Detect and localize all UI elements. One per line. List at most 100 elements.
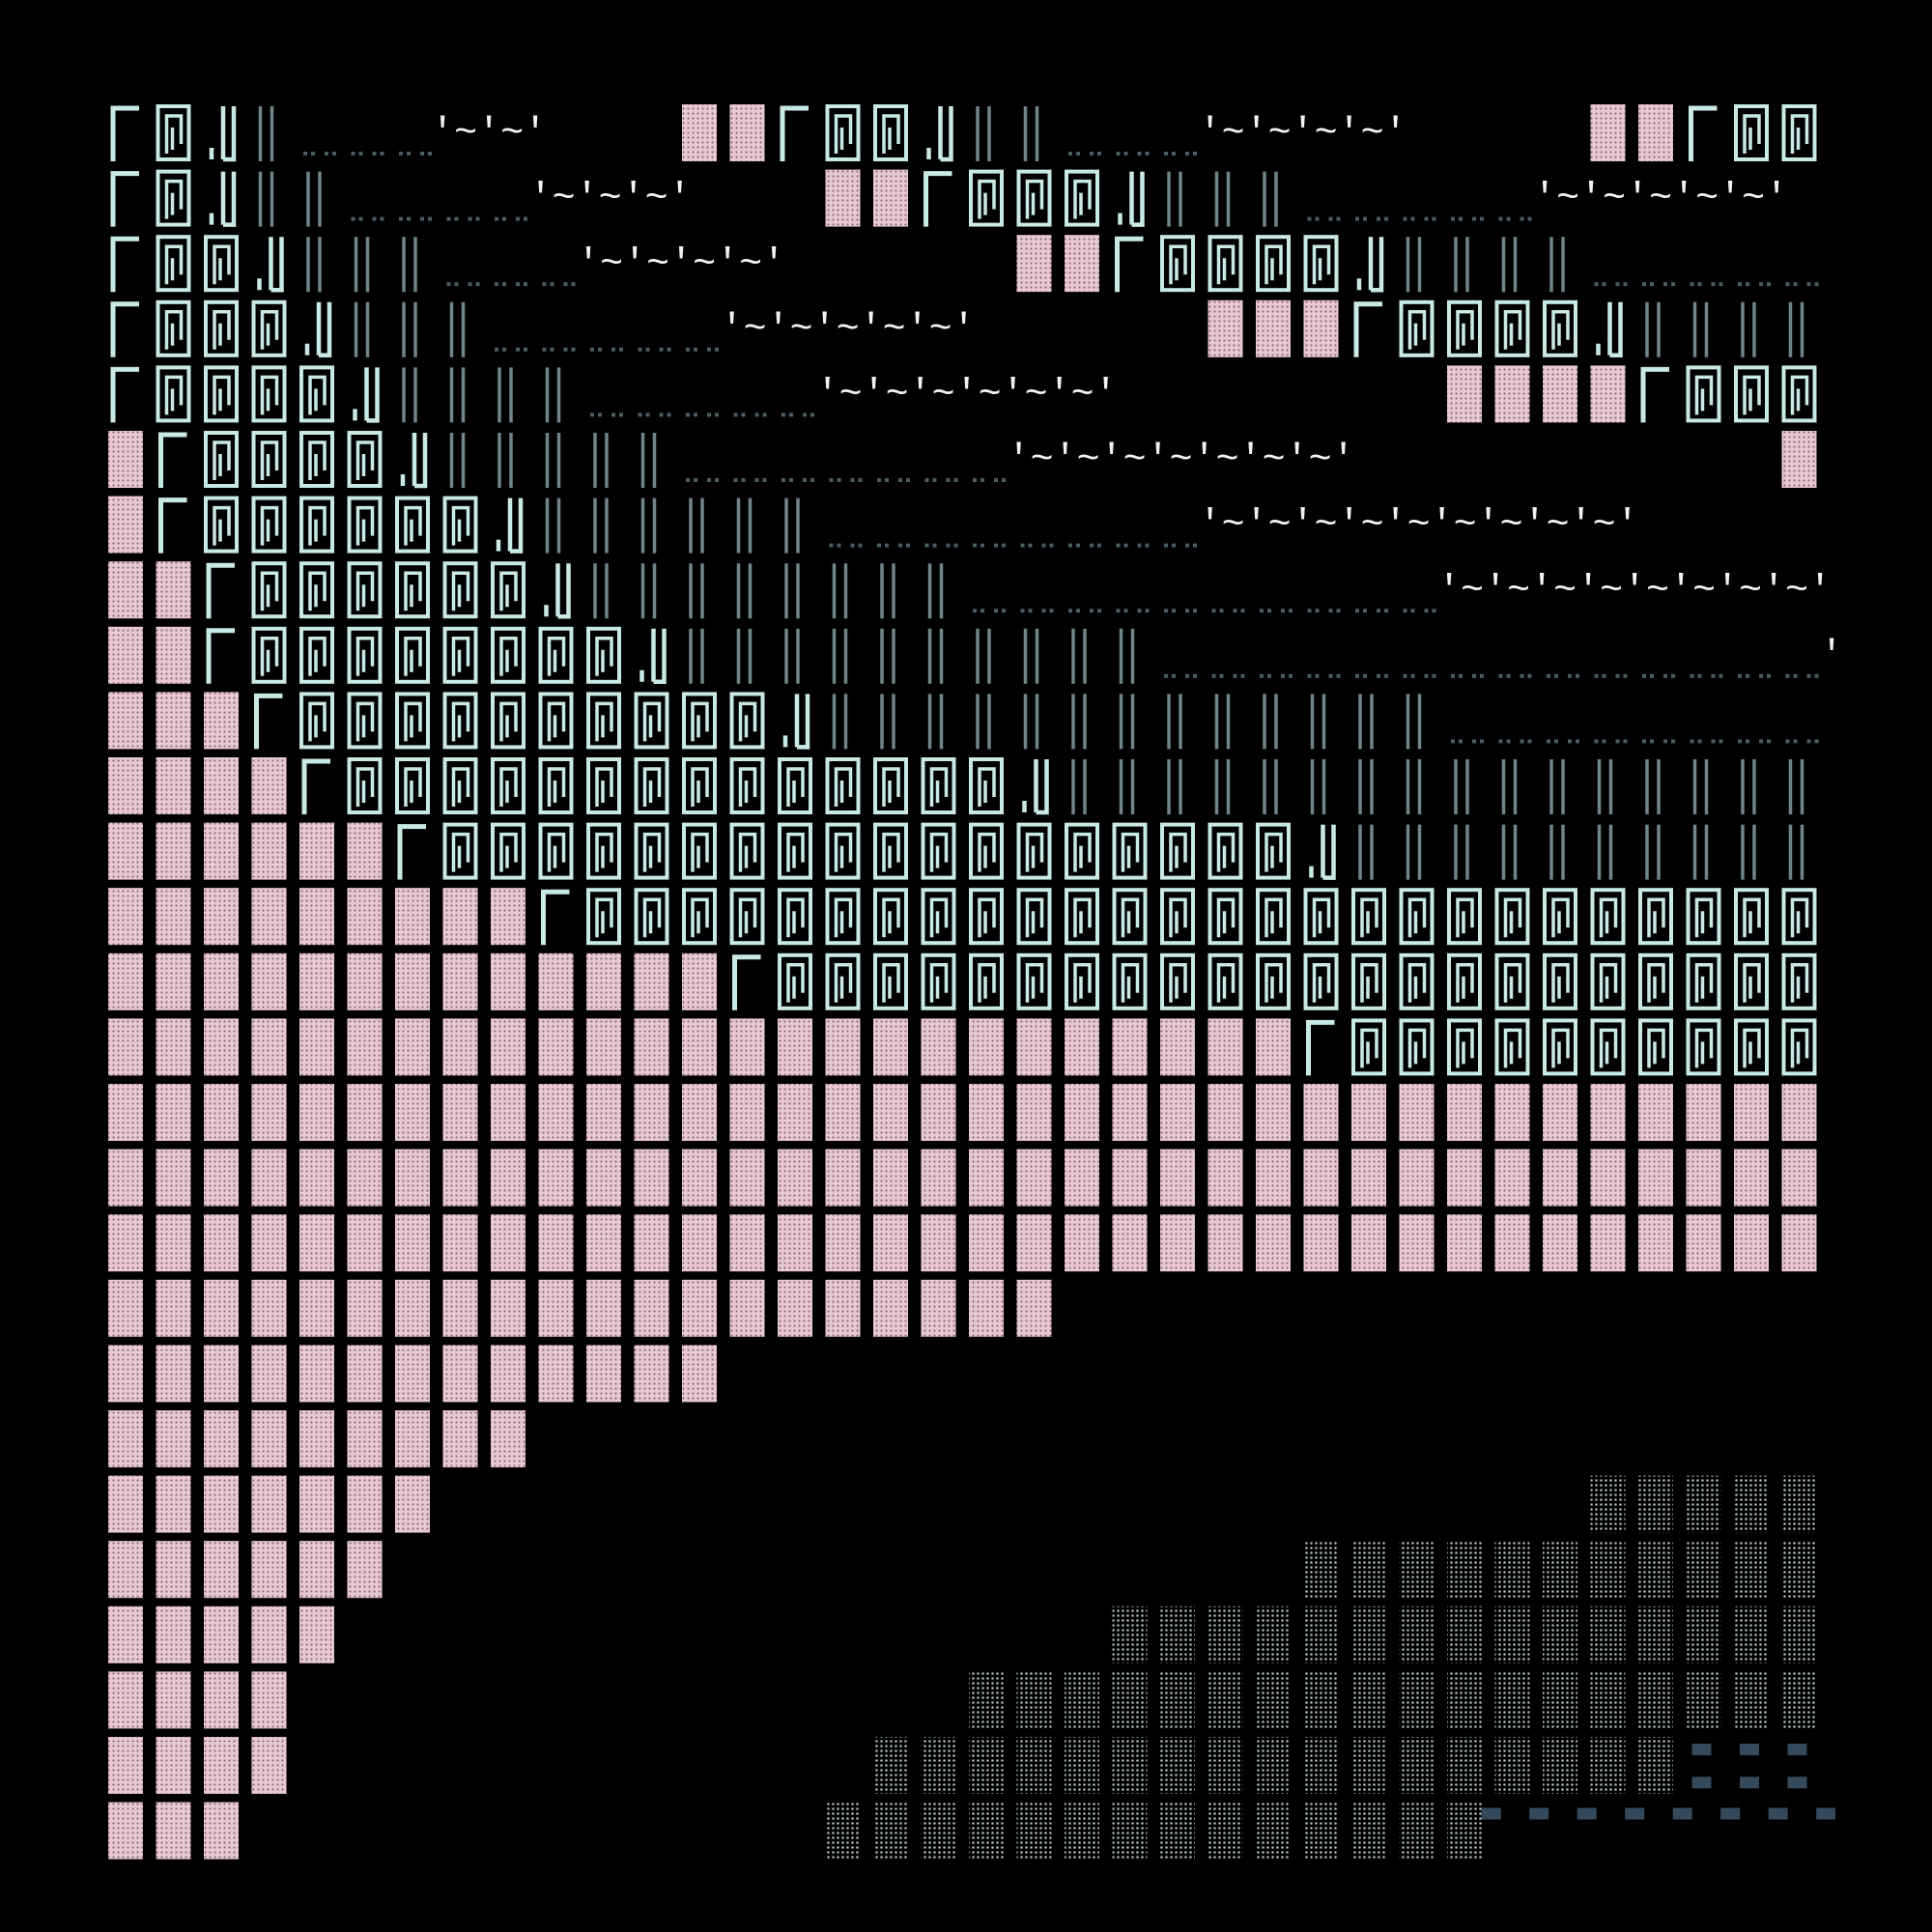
dot-glyph xyxy=(1547,673,1550,678)
dot-glyph xyxy=(754,412,759,417)
frame-glyph-inner xyxy=(308,440,327,480)
frame-glyph-inner xyxy=(1551,310,1570,350)
frame-glyph xyxy=(442,496,478,554)
pink-block xyxy=(634,1018,669,1076)
frame-glyph xyxy=(586,888,621,946)
dot-glyph xyxy=(994,478,998,482)
dot-glyph xyxy=(1650,739,1654,744)
frame-glyph-inner xyxy=(1073,963,1092,1003)
frame-glyph-inner xyxy=(1790,897,1809,938)
pink-block xyxy=(299,1410,334,1467)
frame-glyph-inner xyxy=(404,701,422,742)
pink-block xyxy=(156,1671,191,1729)
bar-glyph xyxy=(1071,759,1087,814)
dot-glyph xyxy=(1793,673,1798,678)
dot-glyph xyxy=(1076,543,1080,548)
frame-glyph xyxy=(491,561,526,619)
dot-glyph xyxy=(1711,673,1716,678)
pink-block xyxy=(442,1084,478,1141)
pink-block xyxy=(825,1149,861,1207)
dot-glyph xyxy=(502,347,506,352)
dot-glyph xyxy=(1576,673,1579,678)
bar-glyph xyxy=(1741,824,1756,880)
dot-glyph xyxy=(1267,609,1271,613)
frame-glyph-inner xyxy=(451,637,470,676)
dot-glyph xyxy=(715,412,719,417)
dot-glyph xyxy=(1432,673,1436,678)
frame-glyph xyxy=(1303,952,1339,1010)
dot-glyph xyxy=(1615,739,1620,744)
frame-glyph xyxy=(1543,299,1577,357)
dot-glyph xyxy=(850,543,855,548)
dot-glyph xyxy=(1090,609,1094,613)
dot-glyph xyxy=(1697,739,1702,744)
pink-block xyxy=(538,1214,574,1272)
bar-glyph xyxy=(1406,694,1422,750)
end-glyph xyxy=(304,301,332,358)
frame-glyph xyxy=(1447,888,1482,946)
dot-glyph xyxy=(1527,739,1532,744)
frame-glyph-inner xyxy=(260,505,279,546)
dot-glyph xyxy=(454,282,459,287)
pink-block xyxy=(1494,365,1530,423)
frame-glyph xyxy=(251,626,287,684)
dot-glyph xyxy=(1041,609,1046,613)
dash-glyph xyxy=(1691,1744,1712,1756)
frame-glyph xyxy=(1781,104,1817,161)
pink-block xyxy=(251,1410,287,1467)
dot-glyph xyxy=(1123,543,1128,548)
pink-block xyxy=(1494,1149,1530,1207)
end-glyph xyxy=(926,106,953,162)
frame-glyph xyxy=(873,952,908,1010)
dot-glyph xyxy=(1410,216,1415,221)
pink-block xyxy=(1638,1214,1673,1272)
grey-block xyxy=(873,1802,908,1860)
frame-glyph-inner xyxy=(642,832,662,872)
pink-block xyxy=(1112,1214,1148,1272)
dot-glyph xyxy=(1355,609,1359,613)
frame-glyph xyxy=(778,952,812,1010)
frame-glyph xyxy=(682,888,717,946)
dot-glyph xyxy=(550,347,554,352)
pink-block xyxy=(921,1149,956,1207)
dot-glyph xyxy=(1336,673,1341,678)
dot-glyph xyxy=(1049,609,1054,613)
corner-glyph xyxy=(110,301,139,357)
frame-glyph-inner xyxy=(1073,832,1092,872)
frame-glyph-inner xyxy=(547,767,566,807)
pink-block xyxy=(108,1149,143,1207)
pink-block xyxy=(108,888,143,946)
pink-block xyxy=(299,1214,334,1272)
dot-glyph xyxy=(1506,216,1511,221)
bar-glyph xyxy=(1167,694,1182,750)
grey-block xyxy=(1399,1802,1435,1860)
pink-block xyxy=(1638,104,1673,161)
frame-glyph xyxy=(1447,299,1482,357)
dot-glyph xyxy=(372,152,377,156)
dot-glyph xyxy=(686,347,690,352)
pink-block xyxy=(729,1279,765,1337)
dot-glyph xyxy=(1424,216,1429,221)
pink-block xyxy=(108,822,143,880)
pink-block xyxy=(538,1084,574,1141)
frame-glyph xyxy=(299,496,334,554)
frame-glyph xyxy=(729,757,765,814)
frame-glyph xyxy=(1638,952,1673,1010)
pink-block xyxy=(1447,1149,1482,1207)
frame-glyph-inner xyxy=(1360,963,1378,1003)
dot-glyph xyxy=(1472,673,1476,678)
frame-glyph xyxy=(491,757,526,814)
bar-glyph xyxy=(880,694,895,750)
bar-glyph xyxy=(497,433,513,488)
frame-glyph xyxy=(1399,1018,1435,1076)
pink-block xyxy=(1256,299,1291,357)
dot-glyph xyxy=(380,152,384,156)
frame-glyph-inner xyxy=(1456,310,1474,350)
pink-block xyxy=(1543,1084,1577,1141)
frame-glyph xyxy=(538,692,574,750)
bar-glyph xyxy=(976,628,991,684)
dot-glyph xyxy=(707,347,711,352)
frame-glyph xyxy=(1399,299,1435,357)
pink-block xyxy=(1781,1214,1817,1272)
dot-glyph xyxy=(1002,609,1006,613)
